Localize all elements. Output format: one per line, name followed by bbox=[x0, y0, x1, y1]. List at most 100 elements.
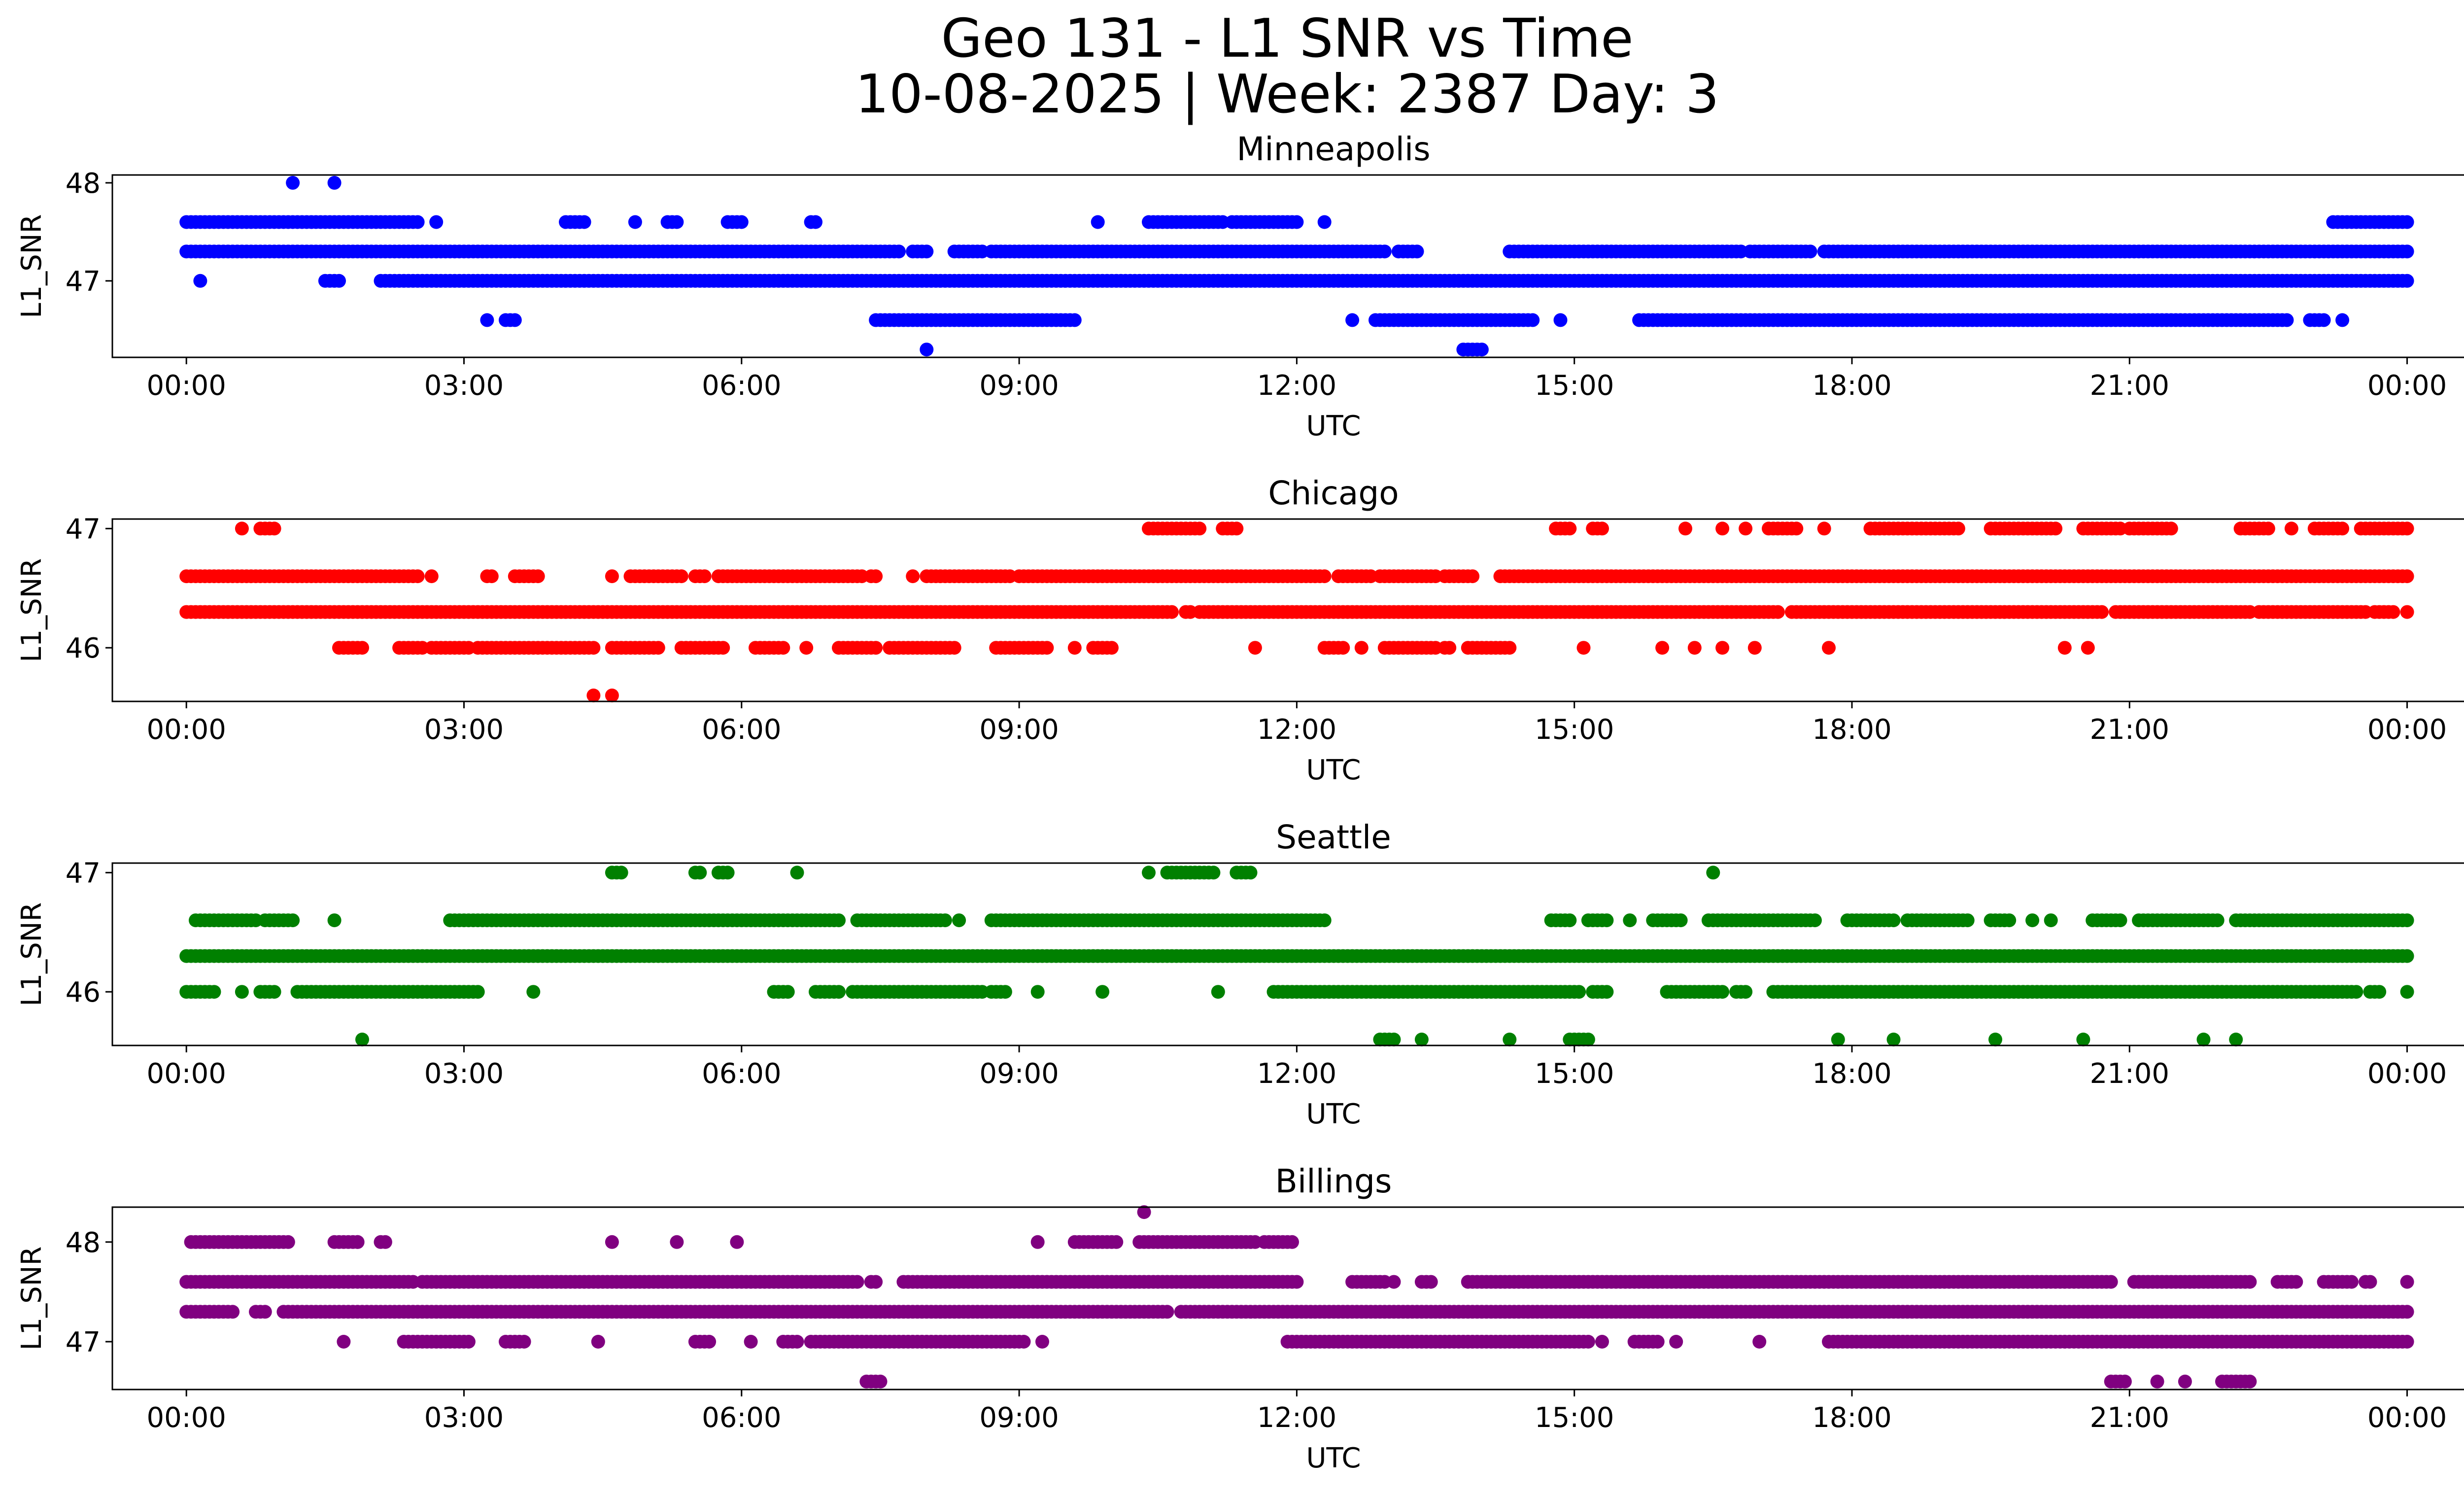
data-point bbox=[2400, 949, 2414, 963]
data-point bbox=[1739, 985, 1753, 999]
data-point bbox=[2344, 1275, 2359, 1289]
data-point bbox=[906, 569, 920, 584]
data-point bbox=[998, 985, 1012, 999]
data-point bbox=[1290, 215, 1304, 229]
data-point bbox=[1988, 1032, 2002, 1046]
data-point bbox=[697, 569, 712, 584]
data-point bbox=[1030, 1235, 1045, 1249]
data-point bbox=[1243, 866, 1258, 880]
data-point bbox=[1206, 866, 1221, 880]
data-point bbox=[1387, 1275, 1401, 1289]
x-tick-label: 15:00 bbox=[1535, 1402, 1614, 1434]
x-tick-label: 18:00 bbox=[1812, 1402, 1891, 1434]
data-point bbox=[2261, 522, 2275, 536]
data-point bbox=[832, 913, 846, 928]
data-point bbox=[1091, 215, 1105, 229]
data-point bbox=[628, 215, 642, 229]
data-point bbox=[2164, 522, 2178, 536]
plot-frame bbox=[111, 174, 2464, 358]
data-point bbox=[2044, 913, 2058, 928]
data-point bbox=[2349, 985, 2363, 999]
data-point bbox=[193, 274, 207, 288]
data-point bbox=[2178, 1374, 2192, 1389]
data-point bbox=[1678, 522, 1692, 536]
data-point bbox=[1886, 913, 1901, 928]
data-point bbox=[947, 641, 961, 655]
x-tick-label: 09:00 bbox=[979, 370, 1059, 402]
data-point bbox=[1230, 522, 1244, 536]
data-point bbox=[1563, 913, 1577, 928]
data-point bbox=[605, 688, 619, 702]
data-point bbox=[480, 313, 494, 327]
data-point bbox=[1317, 913, 1332, 928]
data-point bbox=[1193, 522, 1207, 536]
data-point bbox=[508, 313, 522, 327]
x-tick-label: 21:00 bbox=[2090, 370, 2169, 402]
data-point bbox=[2386, 605, 2400, 619]
data-point bbox=[2400, 569, 2414, 584]
y-tick-label: 46 bbox=[66, 632, 101, 664]
panel-title: Billings bbox=[1275, 1162, 1392, 1200]
data-point bbox=[355, 641, 369, 655]
data-point bbox=[952, 913, 966, 928]
data-point bbox=[1739, 522, 1753, 536]
scatter-points bbox=[179, 522, 2414, 702]
x-tick-label: 12:00 bbox=[1257, 714, 1336, 746]
x-tick-label: 21:00 bbox=[2090, 1058, 2169, 1090]
x-tick-label: 21:00 bbox=[2090, 1402, 2169, 1434]
y-axis-label: L1_SNR bbox=[16, 214, 48, 318]
data-point bbox=[1817, 522, 1831, 536]
x-tick-label: 18:00 bbox=[1812, 1058, 1891, 1090]
y-tick-label: 46 bbox=[66, 976, 101, 1008]
data-point bbox=[2076, 1032, 2090, 1046]
data-point bbox=[605, 569, 619, 584]
data-point bbox=[2372, 985, 2387, 999]
data-point bbox=[670, 215, 684, 229]
x-axis-label: UTC bbox=[1306, 1098, 1361, 1130]
data-point bbox=[850, 1275, 864, 1289]
chart-title-line2: 10-08-2025 | Week: 2387 Day: 3 bbox=[855, 64, 1719, 125]
y-tick-label: 48 bbox=[66, 168, 101, 200]
data-point bbox=[586, 641, 601, 655]
data-point bbox=[1576, 641, 1591, 655]
x-tick-label: 15:00 bbox=[1535, 714, 1614, 746]
data-point bbox=[1317, 215, 1332, 229]
data-point bbox=[286, 175, 300, 190]
x-tick-label: 12:00 bbox=[1257, 1058, 1336, 1090]
x-tick-label: 15:00 bbox=[1535, 1058, 1614, 1090]
x-tick-label: 09:00 bbox=[979, 1402, 1059, 1434]
data-point bbox=[2284, 522, 2298, 536]
data-point bbox=[1104, 641, 1119, 655]
data-point bbox=[1771, 605, 1785, 619]
data-point bbox=[1503, 641, 1517, 655]
data-point bbox=[1595, 1335, 1609, 1349]
data-point bbox=[1317, 569, 1332, 584]
data-point bbox=[1474, 343, 1489, 357]
data-point bbox=[2400, 244, 2414, 259]
data-point bbox=[790, 866, 804, 880]
data-point bbox=[2057, 641, 2072, 655]
data-point bbox=[1752, 1335, 1767, 1349]
data-point bbox=[1563, 522, 1577, 536]
data-point bbox=[1424, 1275, 1438, 1289]
data-point bbox=[2363, 1275, 2377, 1289]
data-point bbox=[484, 569, 499, 584]
data-point bbox=[1466, 569, 1480, 584]
data-point bbox=[281, 1235, 295, 1249]
data-point bbox=[1803, 244, 1817, 259]
data-point bbox=[1674, 913, 1688, 928]
data-point bbox=[526, 985, 541, 999]
panel-chicago: Chicago 00:00 03:00 06:00 09:00 12:00 15:00 18… bbox=[16, 474, 2464, 786]
data-point bbox=[744, 1335, 758, 1349]
x-tick-label: 03:00 bbox=[424, 714, 504, 746]
data-point bbox=[1414, 1032, 1429, 1046]
panel-minneapolis: Minneapolis 00:00 03:00 06:00 09:00 12:00 15:… bbox=[16, 130, 2464, 442]
data-point bbox=[869, 1275, 883, 1289]
data-point bbox=[461, 1335, 476, 1349]
x-tick-label: 12:00 bbox=[1257, 1402, 1336, 1434]
y-axis-label: L1_SNR bbox=[16, 558, 48, 662]
data-point bbox=[1747, 641, 1762, 655]
data-point bbox=[337, 1335, 351, 1349]
